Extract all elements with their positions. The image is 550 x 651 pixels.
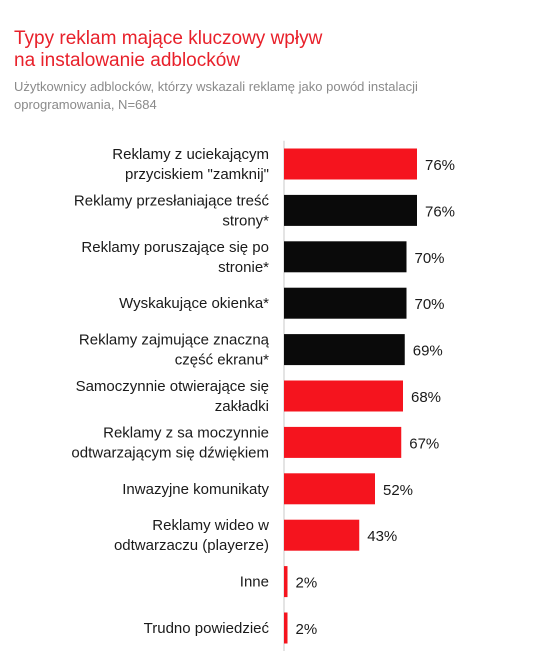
value-label-7: 67% (409, 435, 439, 452)
bar-1 (284, 148, 417, 180)
category-label-7-line-2: odtwarzającym się dźwiękiem (71, 444, 269, 461)
category-label-11-line-1: Trudno powiedzieć (144, 620, 270, 637)
bar-3 (284, 241, 407, 273)
category-label-1-line-2: przyciskiem "zamknij" (125, 166, 269, 183)
value-label-5: 69% (413, 343, 443, 360)
chart-title: Typy reklam mające kluczowy wpływ na ins… (14, 28, 534, 72)
bar-2 (284, 194, 417, 226)
bar-5 (284, 334, 405, 366)
chart-subtitle-line-1: Użytkownicy adblocków, którzy wskazali r… (14, 79, 418, 94)
value-label-8: 52% (383, 482, 413, 499)
category-label-4-line-1: Wyskakujące okienka* (119, 295, 269, 312)
value-label-11: 2% (296, 621, 318, 638)
value-label-4: 70% (415, 296, 445, 313)
bar-6 (284, 380, 403, 412)
bar-4 (284, 287, 407, 319)
category-label-2-line-1: Reklamy przesłaniające treść (74, 192, 270, 209)
category-label-5-line-1: Reklamy zajmujące znaczną (79, 332, 270, 349)
category-label-7-line-1: Reklamy z sa moczynnie (103, 424, 269, 441)
value-label-1: 76% (425, 157, 455, 174)
value-label-9: 43% (367, 528, 397, 545)
value-label-6: 68% (411, 389, 441, 406)
bar-7 (284, 426, 402, 458)
category-label-6-line-1: Samoczynnie otwierające się (76, 378, 269, 395)
category-label-2-line-2: strony* (222, 212, 269, 229)
value-label-10: 2% (296, 575, 318, 592)
category-label-10-line-1: Inne (240, 574, 269, 591)
bar-11 (284, 612, 288, 644)
category-label-8-line-1: Inwazyjne komunikaty (122, 481, 269, 498)
chart-subtitle-line-2: oprogramowania, N=684 (14, 97, 157, 112)
value-label-2: 76% (425, 203, 455, 220)
chart-subtitle: Użytkownicy adblocków, którzy wskazali r… (14, 78, 534, 114)
bar-10 (284, 566, 288, 598)
bar-9 (284, 519, 360, 551)
category-label-5-line-2: część ekranu* (175, 352, 269, 369)
category-label-9-line-2: odtwarzaczu (playerze) (114, 537, 269, 554)
chart-title-line-1: Typy reklam mające kluczowy wpływ (14, 28, 323, 49)
category-label-6-line-2: zakładki (215, 398, 269, 415)
category-label-1-line-1: Reklamy z uciekającym (112, 146, 269, 163)
chart-title-line-2: na instalowanie adblocków (14, 50, 241, 71)
category-label-3-line-2: stronie* (218, 259, 269, 276)
category-label-3-line-1: Reklamy poruszające się po (81, 239, 269, 256)
value-label-3: 70% (415, 250, 445, 267)
bar-8 (284, 473, 375, 505)
category-label-9-line-1: Reklamy wideo w (152, 517, 269, 534)
